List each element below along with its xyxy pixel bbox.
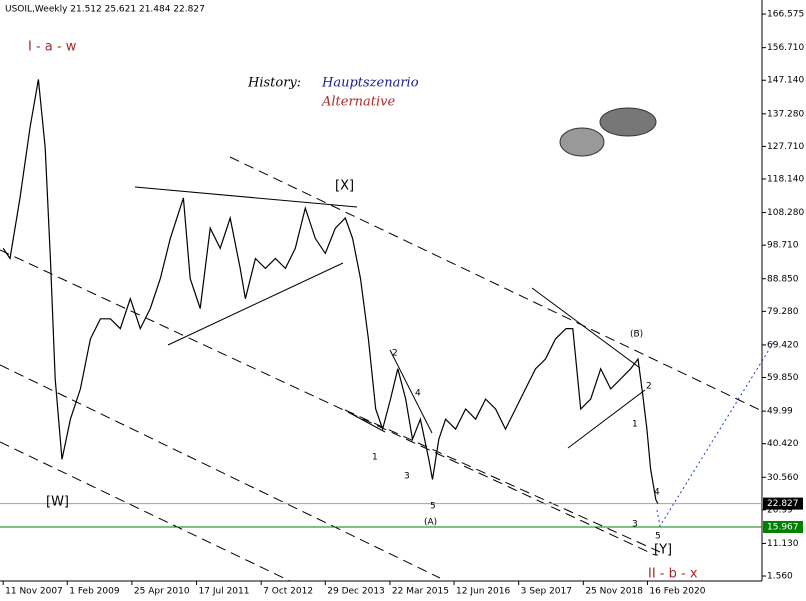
x-tick-label: 25 Apr 2010 <box>134 587 190 597</box>
price-label-box <box>763 520 803 533</box>
wave-label: (A) <box>424 518 437 528</box>
trend-line <box>567 389 646 449</box>
x-tick-label: 11 Nov 2007 <box>5 587 63 597</box>
y-tick-label: 127.710 <box>767 142 804 152</box>
x-tick-label: 12 Jun 2016 <box>456 587 510 597</box>
chart-title: USOIL,Weekly 21.512 25.621 21.484 22.827 <box>5 5 205 15</box>
x-tick-label: 16 Feb 2020 <box>649 587 705 597</box>
wave-label: 1 <box>632 420 638 430</box>
x-tick-label: 29 Dec 2013 <box>327 587 385 597</box>
channel-line <box>0 249 656 556</box>
y-tick-label: 40.420 <box>767 439 799 449</box>
y-tick-label: 147.140 <box>767 76 804 86</box>
wave-label: 4 <box>654 488 660 498</box>
y-tick-label: 156.710 <box>767 43 804 53</box>
x-tick-label: 22 Mar 2015 <box>392 587 449 597</box>
y-tick-label: 49.99 <box>767 407 793 417</box>
x-tick-label: 17 Jul 2011 <box>199 587 250 597</box>
y-tick-label: 11.130 <box>767 539 799 549</box>
y-tick-label: 98.710 <box>767 241 799 251</box>
wave-label: 2 <box>392 349 398 359</box>
channel-line <box>344 409 661 553</box>
channel-line <box>0 364 441 579</box>
wave-label: [Y] <box>654 543 672 558</box>
y-tick-label: 69.420 <box>767 340 799 350</box>
y-tick-label: 108.280 <box>767 208 804 218</box>
channel-line <box>0 441 291 582</box>
drawings <box>0 156 776 582</box>
wave-label: 3 <box>632 520 638 530</box>
x-tick-label: 7 Oct 2012 <box>263 587 313 597</box>
bear-icon <box>559 127 605 157</box>
wave-label: [X] <box>335 179 354 194</box>
y-tick-label: 118.140 <box>767 174 804 184</box>
wave-label: History: <box>247 76 301 91</box>
trend-line <box>347 411 386 433</box>
wave-label: 5 <box>430 502 436 512</box>
wave-label: 2 <box>646 382 652 392</box>
x-tick-label: 25 Nov 2018 <box>585 587 643 597</box>
wave-label: II - b - x <box>648 567 698 582</box>
wave-label: Alternative <box>321 95 396 110</box>
wave-label: 4 <box>415 389 421 399</box>
trend-line <box>167 262 344 346</box>
projection-line <box>656 339 776 528</box>
wave-label: 3 <box>404 472 410 482</box>
channel-line <box>229 156 761 411</box>
y-tick-label: 30.560 <box>767 473 799 483</box>
trend-line <box>389 349 433 434</box>
trend-line <box>531 287 641 369</box>
price-line-series <box>2 79 659 504</box>
wave-label: I - a - w <box>28 40 77 55</box>
wave-label: 1 <box>372 453 378 463</box>
y-tick-label: 20.99 <box>767 505 793 515</box>
trend-line <box>134 186 358 208</box>
y-tick-label: 88.850 <box>767 274 799 284</box>
y-tick-label: 79.280 <box>767 307 799 317</box>
wave-label: [W] <box>46 495 69 510</box>
x-tick-label: 1 Feb 2009 <box>69 587 120 597</box>
x-tick-label: 3 Sep 2017 <box>521 587 572 597</box>
y-tick-label: 137.280 <box>767 109 804 119</box>
y-tick-label: 59.850 <box>767 373 799 383</box>
price-label-box <box>763 497 803 510</box>
y-tick-label: 166.575 <box>767 10 804 20</box>
price-label: 15.967 <box>767 522 799 532</box>
wave-label: 5 <box>655 532 661 542</box>
y-tick-label: 1.560 <box>767 572 793 582</box>
price-label: 22.827 <box>767 499 799 509</box>
bull-icon <box>599 107 657 137</box>
wave-label: Hauptszenario <box>321 76 419 91</box>
bull-icons <box>559 107 657 157</box>
wave-label: (B) <box>630 330 643 340</box>
